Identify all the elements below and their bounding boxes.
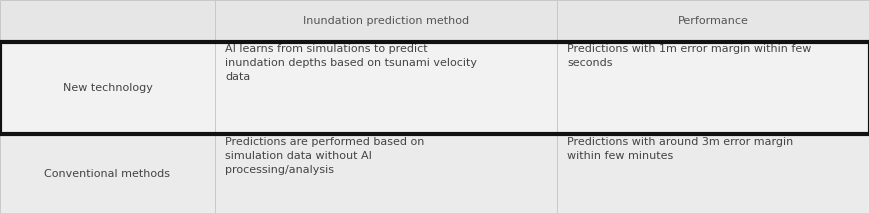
Text: Predictions are performed based on
simulation data without AI
processing/analysi: Predictions are performed based on simul… (225, 137, 424, 175)
Bar (215, 42, 556, 134)
Bar (556, 134, 869, 213)
Bar (0, 42, 869, 134)
Text: Predictions with 1m error margin within few
seconds: Predictions with 1m error margin within … (567, 44, 811, 68)
Bar (556, 42, 869, 134)
Text: Inundation prediction method: Inundation prediction method (302, 16, 468, 26)
Text: Conventional methods: Conventional methods (44, 169, 170, 178)
Text: AI learns from simulations to predict
inundation depths based on tsunami velocit: AI learns from simulations to predict in… (225, 44, 477, 82)
Text: Performance: Performance (677, 16, 748, 26)
Bar (0, 42, 215, 134)
Bar (0, 0, 215, 42)
Bar (0, 134, 215, 213)
Bar (215, 134, 556, 213)
Text: New technology: New technology (63, 83, 152, 93)
Bar (556, 0, 869, 42)
Bar (215, 0, 556, 42)
Text: Predictions with around 3m error margin
within few minutes: Predictions with around 3m error margin … (567, 137, 793, 161)
